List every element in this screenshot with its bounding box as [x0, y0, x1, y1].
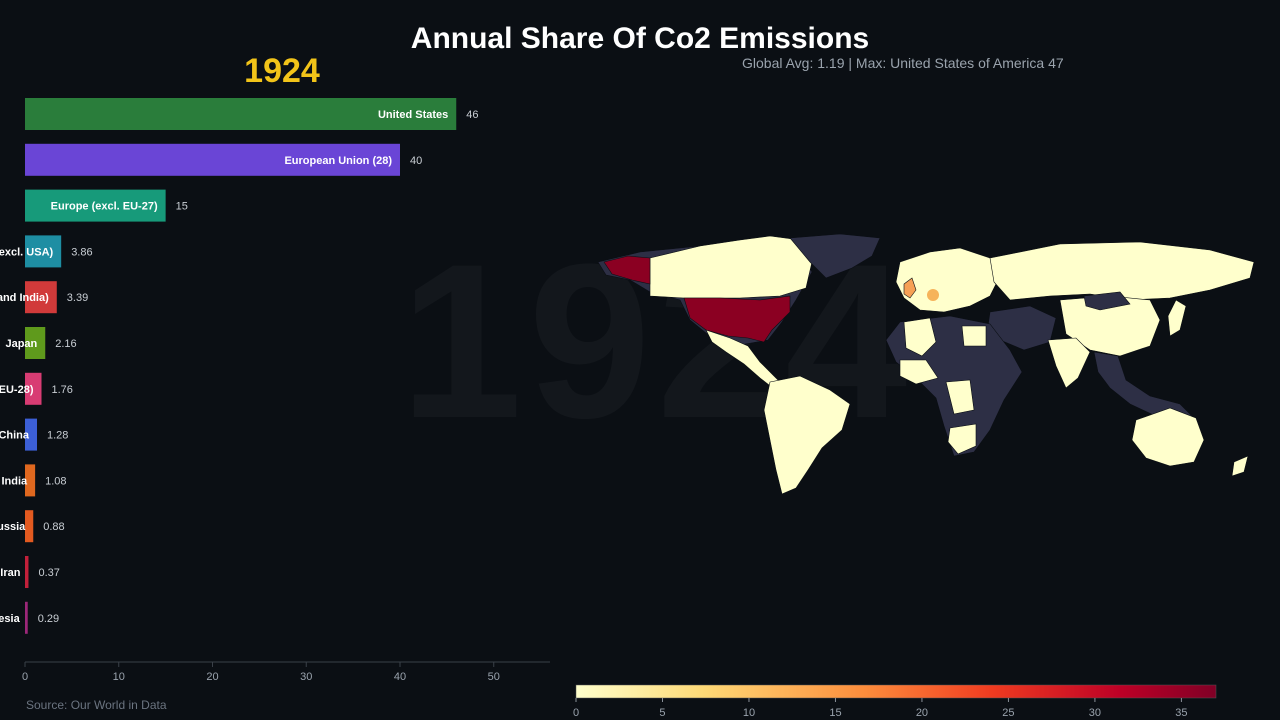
bar	[25, 372, 42, 405]
colorbar-tick-label: 0	[573, 707, 579, 719]
value-label: 3.86	[71, 246, 92, 258]
value-label: 15	[176, 201, 188, 213]
bar-label: Iran	[0, 567, 20, 579]
stats-line: Global Avg: 1.19 | Max: United States of…	[742, 55, 1064, 71]
bar	[25, 189, 166, 222]
bar	[25, 235, 62, 268]
bar	[25, 464, 36, 497]
value-label: 1.28	[47, 430, 68, 442]
bar-label: European Union (28)	[284, 155, 392, 167]
bar	[25, 418, 37, 451]
x-tick-label: 10	[113, 671, 125, 683]
source-note: Source: Our World in Data	[26, 698, 167, 712]
value-label: 0.29	[38, 613, 59, 625]
map-usa	[683, 295, 791, 343]
bar-label: ussia	[0, 521, 26, 533]
map-east-africa	[945, 379, 975, 415]
value-label: 2.16	[55, 338, 76, 350]
map-north-africa	[903, 317, 937, 357]
colorbar-tick-label: 30	[1089, 707, 1101, 719]
colorbar: 0 5 10 15 20 25 30 35	[573, 684, 1217, 719]
map-mongolia	[1083, 291, 1131, 311]
colorbar-tick-label: 25	[1002, 707, 1014, 719]
bar-label: India	[1, 475, 28, 487]
map-se-asia	[1093, 351, 1197, 421]
x-tick-label: 20	[206, 671, 218, 683]
value-label: 1.08	[45, 475, 66, 487]
map-germany	[927, 289, 939, 301]
value-label: 0.88	[43, 521, 64, 533]
map-russia-asia	[989, 241, 1255, 301]
colorbar-tick-label: 15	[829, 707, 841, 719]
bar	[25, 556, 29, 588]
value-label: 0.37	[38, 567, 59, 579]
bar-label: esia	[0, 613, 21, 625]
colorbar-tick-label: 20	[916, 707, 928, 719]
bar-label: China	[0, 430, 30, 442]
x-tick-label: 50	[488, 671, 500, 683]
map-europe	[895, 247, 1001, 313]
bar-label: and India)	[0, 292, 49, 304]
map-australia	[1131, 407, 1205, 467]
colorbar-tick-label: 5	[659, 707, 665, 719]
bar-label: United States	[378, 109, 448, 121]
map-egypt	[961, 325, 987, 347]
map-canada	[649, 235, 813, 299]
x-tick-label: 40	[394, 671, 406, 683]
bar	[25, 510, 34, 543]
map-west-africa	[899, 359, 939, 385]
map-uk	[903, 277, 917, 299]
map-south-africa	[947, 423, 977, 455]
colorbar-gradient	[575, 684, 1217, 699]
map-greenland	[789, 233, 881, 279]
bar-label: Japan	[5, 338, 37, 350]
bar	[25, 143, 400, 176]
x-tick-label: 0	[22, 671, 28, 683]
map-south-america	[763, 375, 851, 495]
bar	[25, 327, 46, 359]
year-label: 1924	[244, 52, 320, 90]
bar	[25, 281, 57, 314]
value-label: 3.39	[67, 292, 88, 304]
map-new-zealand	[1231, 455, 1249, 477]
bar-label: Europe (excl. EU-27)	[51, 201, 158, 213]
world-map	[597, 233, 1255, 495]
map-japan	[1167, 299, 1187, 337]
map-alaska	[603, 255, 651, 285]
map-india	[1047, 337, 1091, 389]
x-tick-label: 30	[300, 671, 312, 683]
bar-label: EU-28)	[0, 384, 34, 396]
bar-label: excl. USA)	[0, 246, 54, 258]
bar	[25, 98, 457, 130]
value-label: 1.76	[52, 384, 73, 396]
value-label: 40	[410, 155, 422, 167]
bar-chart: United States 46 European Union (28) 40 Euro…	[0, 98, 550, 683]
value-label: 46	[466, 109, 478, 121]
colorbar-tick-label: 35	[1175, 707, 1187, 719]
chart-title: Annual Share Of Co2 Emissions	[410, 22, 870, 55]
colorbar-tick-label: 10	[743, 707, 755, 719]
bar	[25, 601, 28, 634]
